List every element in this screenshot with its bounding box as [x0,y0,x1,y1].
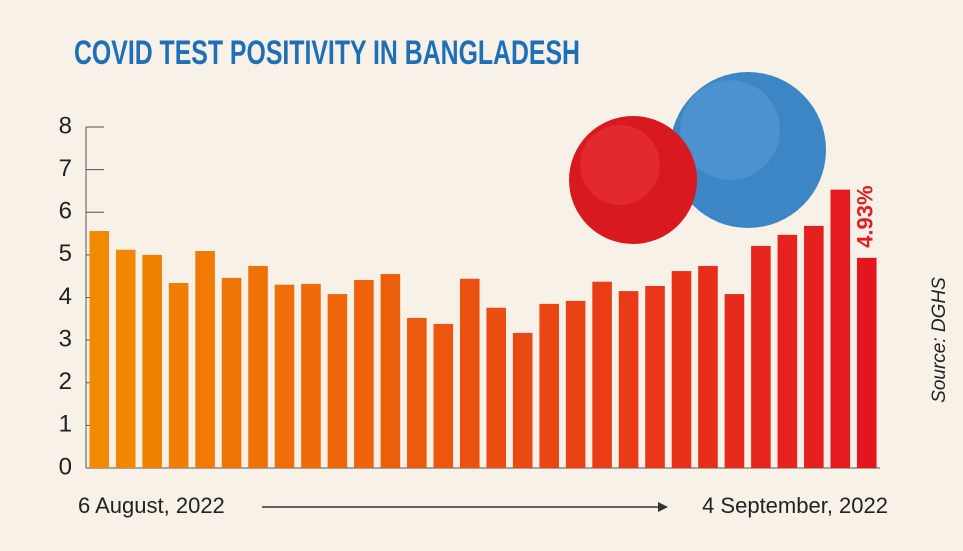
bar [248,265,268,468]
bar [142,254,162,468]
y-tick-label: 7 [59,155,72,182]
bar [89,231,110,468]
bar [433,323,454,468]
x-tick-label: 6 August, 2022 [78,493,225,518]
bar [671,271,692,468]
bar [459,278,480,468]
y-tick-label: 2 [59,368,72,395]
bar [380,274,401,468]
bar [698,265,718,468]
bar [592,281,612,468]
y-tick-label: 4 [59,283,72,310]
bar [274,284,295,468]
y-tick-label: 0 [59,453,72,480]
bar [645,285,665,468]
bar [354,280,374,468]
x-tick-label: 4 September, 2022 [702,493,888,518]
virus-illustration [569,72,826,244]
bar [724,294,745,468]
y-tick-label: 1 [59,411,72,438]
bar [777,234,798,468]
blue-virus-highlight [680,80,780,180]
bar [565,300,586,468]
y-tick-label: 5 [59,240,72,267]
bar [856,257,877,468]
red-virus-highlight [580,125,660,205]
bar [751,245,771,468]
source-note: Source: DGHS [929,277,950,403]
y-tick-label: 6 [59,198,72,225]
bar [327,294,348,468]
bar [486,307,507,468]
bar [539,303,559,468]
value-label: 4.93% [853,185,878,247]
bar [618,291,639,468]
bar [512,332,533,468]
bar [804,225,824,468]
bar [407,317,427,468]
y-tick-label: 8 [59,112,72,139]
bar [195,251,215,468]
y-tick-label: 3 [59,325,72,352]
bar [115,249,136,468]
chart-title: COVID TEST POSITIVITY IN BANGLADESH [74,34,580,72]
bar [830,189,851,468]
arrow-head [658,502,668,512]
bar [168,283,189,468]
bar [301,283,321,468]
bar [221,277,242,468]
